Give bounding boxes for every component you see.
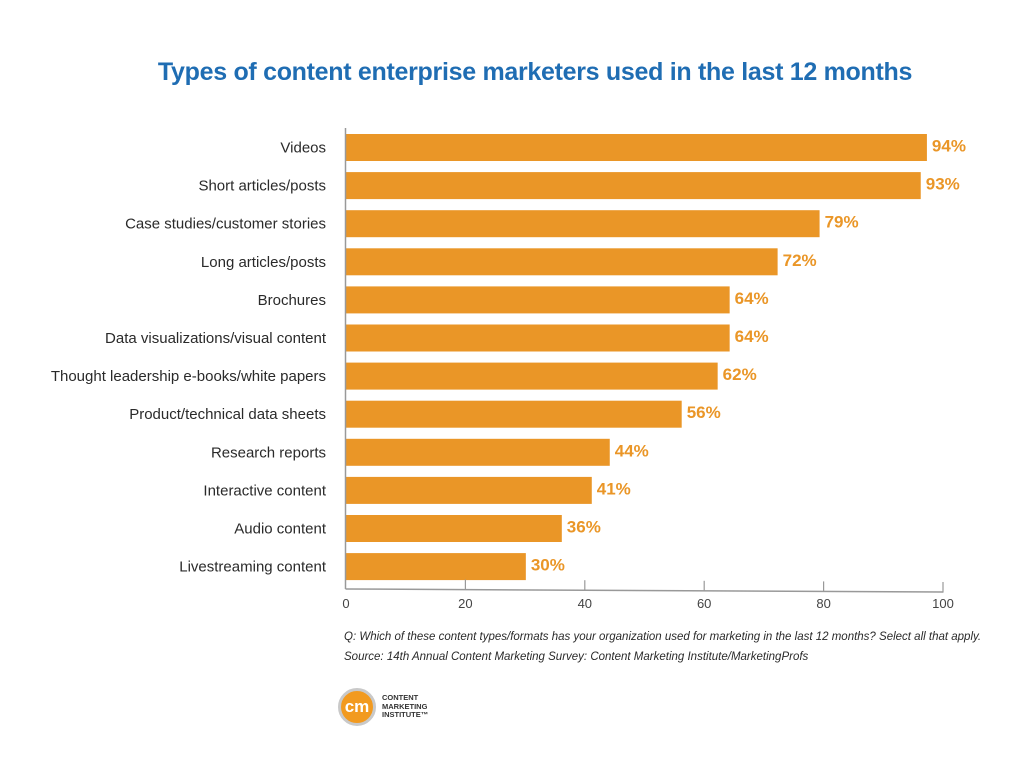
x-axis-ticks: 0 20 40 60 80 100 — [342, 579, 954, 611]
value-label: 44% — [615, 441, 649, 460]
bar-4 — [346, 286, 730, 314]
bar-5 — [346, 324, 730, 352]
value-label: 64% — [735, 327, 769, 346]
x-tick-label: 0 — [342, 596, 349, 611]
logo-line-2: MARKETING — [382, 701, 428, 711]
bar-6 — [346, 362, 718, 390]
survey-question: Q: Which of these content types/formats … — [344, 631, 982, 643]
logo-line-1: CONTENT — [382, 693, 419, 703]
value-label: 72% — [783, 251, 817, 270]
bar-9 — [346, 476, 592, 504]
bar-2 — [346, 210, 820, 238]
value-label: 41% — [597, 479, 631, 498]
value-labels: 94% 93% 79% 72% 64% 64% 62%56% 44% 41% 36%30% — [531, 137, 966, 575]
x-tick-label: 100 — [932, 596, 954, 611]
cmi-logo: cm CONTENT MARKETING INSTITUTE™ — [338, 688, 428, 726]
x-axis-line — [345, 588, 944, 593]
value-label: 64% — [735, 289, 769, 308]
value-label: 56% — [687, 403, 721, 422]
category-label: Short articles/posts — [198, 178, 326, 195]
category-label: Product/technical data sheets — [129, 406, 326, 423]
bar-chart: Videos Short articles/posts Case studies/c… — [51, 128, 966, 611]
cmi-logo-icon: cm — [338, 688, 376, 726]
category-label: Research reports — [211, 444, 326, 461]
bar-7 — [346, 400, 682, 428]
bar-8 — [346, 438, 610, 466]
category-label: Case studies/customer stories — [125, 216, 326, 233]
x-tick-label: 40 — [578, 596, 592, 611]
bars-group — [346, 134, 927, 581]
category-label: Interactive content — [203, 482, 326, 499]
x-tick-label: 20 — [458, 596, 472, 611]
value-label: 79% — [825, 213, 859, 232]
value-label: 62% — [723, 365, 757, 384]
bar-11 — [346, 553, 526, 581]
x-tick-label: 60 — [697, 596, 711, 611]
category-label: Audio content — [234, 521, 327, 538]
category-labels: Videos Short articles/posts Case studies/c… — [51, 140, 327, 576]
category-label: Thought leadership e-books/white papers — [51, 368, 326, 385]
value-label: 36% — [567, 518, 601, 537]
category-label: Data visualizations/visual content — [105, 330, 327, 347]
category-label: Long articles/posts — [201, 254, 326, 271]
bar-1 — [346, 172, 921, 200]
cmi-logo-text: CONTENT MARKETING INSTITUTE™ — [382, 694, 428, 720]
category-label: Brochures — [258, 292, 326, 309]
category-label: Videos — [280, 140, 326, 157]
source-citation: Source: 14th Annual Content Marketing Su… — [344, 651, 809, 663]
category-label: Livestreaming content — [179, 559, 327, 576]
x-tick-label: 80 — [816, 596, 830, 611]
value-label: 93% — [926, 175, 960, 194]
bar-0 — [346, 134, 927, 161]
value-label: 94% — [932, 137, 966, 156]
logo-line-3: INSTITUTE™ — [382, 710, 429, 720]
bar-10 — [346, 515, 562, 542]
bar-3 — [346, 248, 778, 276]
chart-notes: Q: Which of these content types/formats … — [344, 627, 981, 667]
chart-title: Types of content enterprise marketers us… — [157, 58, 913, 86]
value-label: 30% — [531, 556, 565, 575]
